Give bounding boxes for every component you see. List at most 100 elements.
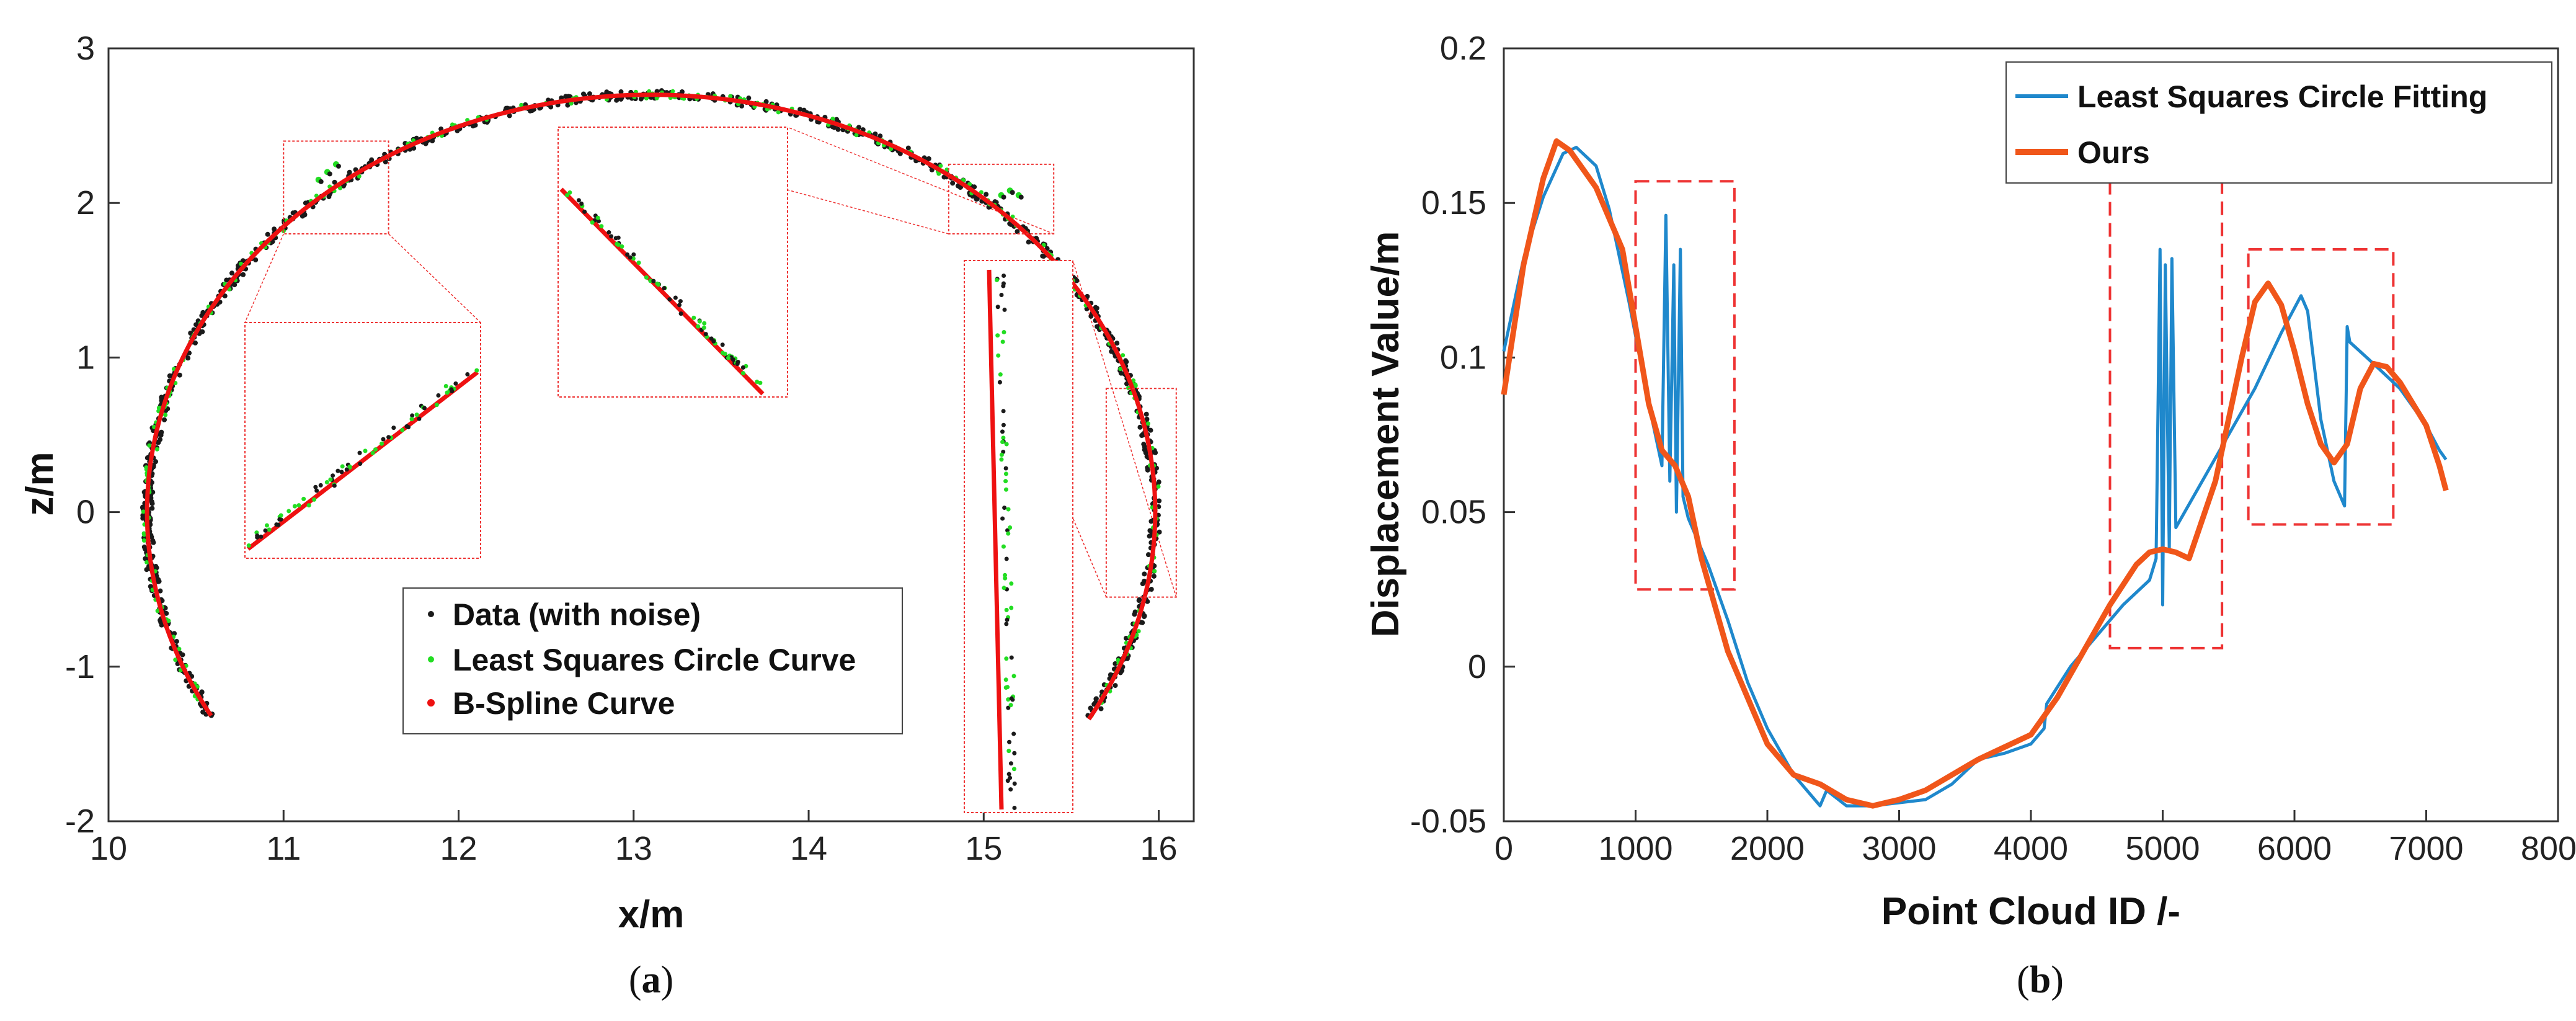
inset-point <box>662 286 667 291</box>
inset-point <box>1007 739 1012 744</box>
data-point <box>1141 442 1147 447</box>
inset-point <box>347 464 352 469</box>
inset-point <box>276 522 281 527</box>
data-point <box>1142 571 1147 577</box>
data-point <box>504 105 509 111</box>
inset-point <box>1001 283 1006 288</box>
inset-point <box>363 448 368 453</box>
zoom-region-upper-left <box>283 140 389 235</box>
inset-point <box>565 193 570 198</box>
inset-point <box>673 295 678 300</box>
inset-point <box>606 230 611 235</box>
data-point <box>679 89 685 94</box>
inset-point <box>445 390 450 395</box>
data-point <box>1157 529 1162 535</box>
series-lines <box>1501 138 2449 809</box>
inset-point <box>358 461 363 466</box>
y-tick-label-b: 0.15 <box>1421 184 1486 221</box>
inset-point <box>314 488 319 493</box>
data-point <box>1145 552 1151 558</box>
inset-point <box>656 282 661 287</box>
lsq-point <box>144 465 149 470</box>
inset-point <box>994 277 999 282</box>
data-point <box>905 145 911 151</box>
data-point <box>830 124 835 130</box>
inset-point <box>277 517 282 522</box>
data-point <box>290 210 296 216</box>
series-line-ours <box>1501 138 2449 809</box>
lsq-point <box>1152 569 1157 574</box>
inset-point <box>255 533 260 538</box>
inset-point <box>301 496 306 501</box>
inset-point <box>579 201 584 206</box>
inset-point <box>1002 307 1007 312</box>
data-point <box>941 174 947 180</box>
data-point <box>200 329 205 334</box>
inset-point <box>1004 556 1009 561</box>
lsq-point <box>173 658 178 662</box>
data-point <box>1095 324 1100 329</box>
data-point <box>797 107 803 112</box>
data-point <box>1113 661 1118 666</box>
lsq-point <box>141 509 146 514</box>
lsq-point <box>728 94 733 99</box>
data-point <box>149 499 154 504</box>
lsq-point <box>166 618 171 623</box>
inset-point <box>735 362 740 367</box>
inset-point <box>697 319 702 324</box>
data-point <box>618 89 624 95</box>
inset-point <box>677 303 682 308</box>
inset-point <box>1006 531 1011 536</box>
inset-point <box>286 509 291 514</box>
inset-point <box>1004 442 1009 447</box>
inset-point <box>381 437 386 442</box>
lsq-point <box>944 167 949 172</box>
inset-point <box>615 241 620 246</box>
lsq-point <box>238 261 243 266</box>
data-point <box>253 257 259 263</box>
inset-point <box>1008 703 1013 708</box>
inset-point <box>1011 767 1016 772</box>
data-point <box>984 192 989 197</box>
lsq-point <box>154 447 159 452</box>
data-point <box>856 125 861 130</box>
x-tick-label-b: 7000 <box>2389 830 2463 867</box>
inset-point <box>1003 479 1008 484</box>
data-point <box>1123 635 1129 641</box>
data-point <box>193 322 199 328</box>
data-point <box>974 196 980 202</box>
y-tick-label-a: 2 <box>76 184 95 221</box>
legend-marker-data <box>428 611 434 617</box>
inset-point <box>702 321 707 326</box>
series-line-lsq-fitting <box>1502 145 2448 808</box>
inset-point <box>651 279 656 283</box>
inset-point <box>696 324 701 329</box>
inset-point <box>701 325 706 330</box>
lsq-point <box>519 102 524 107</box>
lsq-point <box>1145 421 1150 426</box>
x-tick-label-b: 2000 <box>1730 830 1805 867</box>
inset-point <box>636 261 641 265</box>
inset-point <box>296 503 301 508</box>
data-point <box>265 231 270 237</box>
y-axis-label-a: z/m <box>19 452 61 515</box>
lsq-point <box>1156 484 1161 489</box>
zoom-link-line <box>557 127 949 234</box>
data-point <box>739 103 745 109</box>
data-point <box>1142 613 1147 618</box>
legend-box-b <box>2005 61 2552 184</box>
y-axis-ticks-a: -2 -1 0 1 2 3 <box>65 30 120 840</box>
data-point <box>1139 433 1145 439</box>
x-tick-label-b: 3000 <box>1862 830 1936 867</box>
lsq-point <box>854 133 859 138</box>
y-tick-label-a: 3 <box>76 30 95 67</box>
legend-label-lsq: Least Squares Circle Curve <box>453 643 856 677</box>
inset-point <box>620 244 624 249</box>
data-point <box>763 99 769 104</box>
lsq-point <box>141 532 146 537</box>
inset-point <box>576 198 581 203</box>
x-tick-label-a: 13 <box>615 830 652 867</box>
panel-label-a: (a) <box>629 959 673 1001</box>
inset-point <box>740 365 745 370</box>
y-tick-label-b: 0 <box>1468 648 1486 685</box>
